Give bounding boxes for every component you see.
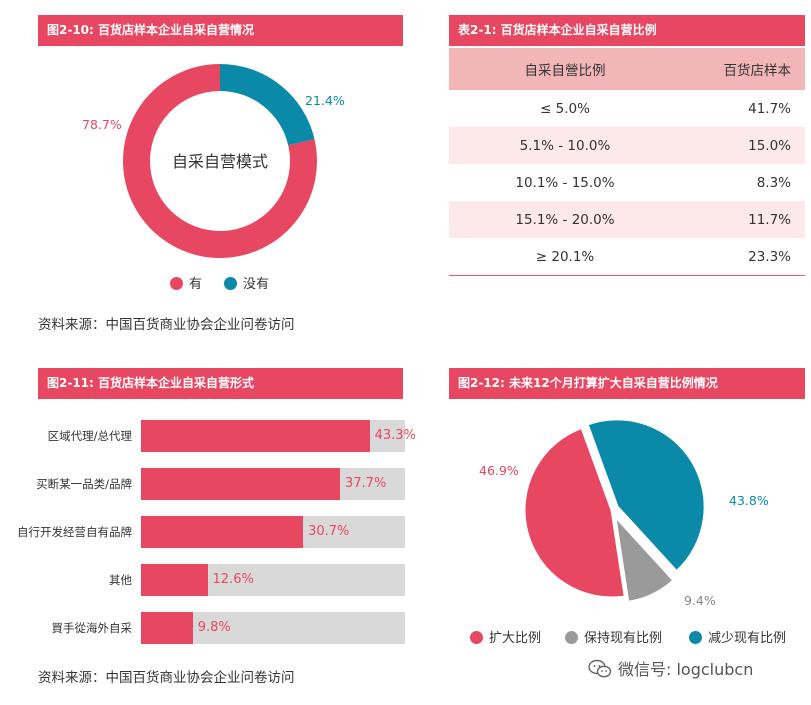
- legend-item: 扩大比例: [470, 627, 541, 646]
- bar: [141, 468, 341, 500]
- table-row: 10.1% - 15.0% 8.3%: [449, 164, 805, 201]
- pie-value-label: 9.4%: [684, 593, 716, 608]
- legend-item: 减少现有比例: [689, 627, 786, 646]
- bar-category-label: 其他: [109, 573, 132, 587]
- ratio-table: 自采自營比例 百货店样本 ≤ 5.0% 41.7% 5.1% - 10.0% 1…: [449, 48, 805, 276]
- bar-value-label: 30.7%: [308, 524, 350, 539]
- table-cell-sample: 41.7%: [748, 100, 791, 117]
- legend-swatch: [170, 277, 183, 290]
- pie-slice: [585, 417, 707, 574]
- table-row: ≥ 20.1% 23.3%: [449, 238, 805, 276]
- bar-track: 12.6%: [141, 564, 405, 596]
- donut-source-note: 资料来源：中国百货商业协会企业问卷访问: [38, 317, 295, 333]
- bar: [141, 516, 304, 548]
- table-cell-sample: 8.3%: [756, 174, 791, 191]
- bar: [141, 564, 208, 596]
- table-cell-ratio: 5.1% - 10.0%: [449, 127, 681, 164]
- legend-swatch: [689, 631, 702, 644]
- table-header-ratio: 自采自營比例: [449, 48, 681, 90]
- pie-value-label: 46.9%: [479, 463, 519, 478]
- bar-track: 9.8%: [141, 612, 405, 644]
- legend-label: 扩大比例: [489, 631, 542, 646]
- table-cell-ratio: ≤ 5.0%: [540, 100, 590, 117]
- table-row: ≤ 5.0% 41.7%: [449, 90, 805, 127]
- legend-item: 没有: [224, 273, 269, 292]
- donut-center-label: 自采自营模式: [172, 152, 268, 171]
- bar-category-label: 买断某一品类/品牌: [36, 477, 132, 491]
- bar-category-label: 区域代理/总代理: [47, 429, 132, 443]
- donut-value-label: 78.7%: [82, 117, 122, 132]
- bar-value-label: 9.8%: [197, 620, 231, 635]
- bar: [141, 612, 193, 644]
- legend-swatch: [224, 277, 237, 290]
- bar-category-label: 自行开发经营自有品牌: [17, 525, 132, 539]
- donut-chart: 自采自营模式 78.7% 21.4%: [82, 64, 345, 258]
- bar-value-label: 12.6%: [212, 572, 254, 587]
- bar-chart-title: 图2-11: 百货店样本企业自采自营形式: [38, 368, 403, 399]
- legend-label: 减少现有比例: [708, 631, 787, 646]
- pie-value-label: 43.8%: [729, 493, 769, 508]
- table-title: 表2-1: 百货店样本企业自采自营比例: [449, 15, 805, 46]
- bar-track: 30.7%: [141, 516, 405, 548]
- pie-slice: [612, 510, 677, 605]
- table-cell-ratio: 15.1% - 20.0%: [449, 201, 681, 238]
- table-cell-sample: 15.0%: [681, 127, 805, 164]
- pie-chart-title: 图2-12: 未来12个月打算扩大自采自营比例情况: [449, 368, 805, 399]
- table-row: 15.1% - 20.0% 11.7%: [449, 201, 805, 238]
- legend-label: 有: [189, 277, 203, 292]
- pie-slice: [522, 425, 627, 600]
- table-row: 5.1% - 10.0% 15.0%: [449, 127, 805, 164]
- donut-slice: [220, 64, 315, 146]
- legend-item: 有: [170, 273, 202, 292]
- bar-source-note: 资料来源：中国百货商业协会企业问卷访问: [38, 670, 295, 686]
- table-cell-sample: 23.3%: [681, 238, 805, 276]
- table-cell-ratio: 10.1% - 15.0%: [515, 174, 615, 191]
- bar-value-label: 37.7%: [345, 476, 387, 491]
- legend-item: 保持现有比例: [565, 627, 662, 646]
- table-cell-sample: 11.7%: [681, 201, 805, 238]
- wechat-icon: [588, 659, 612, 678]
- pie-chart: 46.9% 9.4% 43.8%: [479, 417, 769, 608]
- bar-value-label: 43.3%: [374, 428, 416, 443]
- bar-track: 37.7%: [141, 468, 405, 500]
- bar-category-label: 買手從海外自采: [51, 621, 133, 635]
- legend-swatch: [470, 631, 483, 644]
- table-cell-ratio: ≥ 20.1%: [449, 238, 681, 276]
- legend-label: 保持现有比例: [584, 631, 663, 646]
- watermark: 微信号: logclubcn: [588, 656, 753, 680]
- legend-label: 没有: [243, 277, 270, 292]
- bar: [141, 420, 370, 452]
- table-header-sample: 百货店样本: [681, 48, 805, 90]
- table-header-row: 自采自營比例 百货店样本: [449, 48, 805, 90]
- donut-value-label: 21.4%: [305, 93, 345, 108]
- bar-track: 43.3%: [141, 420, 416, 452]
- donut-chart-title: 图2-10: 百货店样本企业自采自营情况: [38, 15, 403, 46]
- legend-swatch: [565, 631, 578, 644]
- watermark-text: 微信号: logclubcn: [618, 660, 754, 679]
